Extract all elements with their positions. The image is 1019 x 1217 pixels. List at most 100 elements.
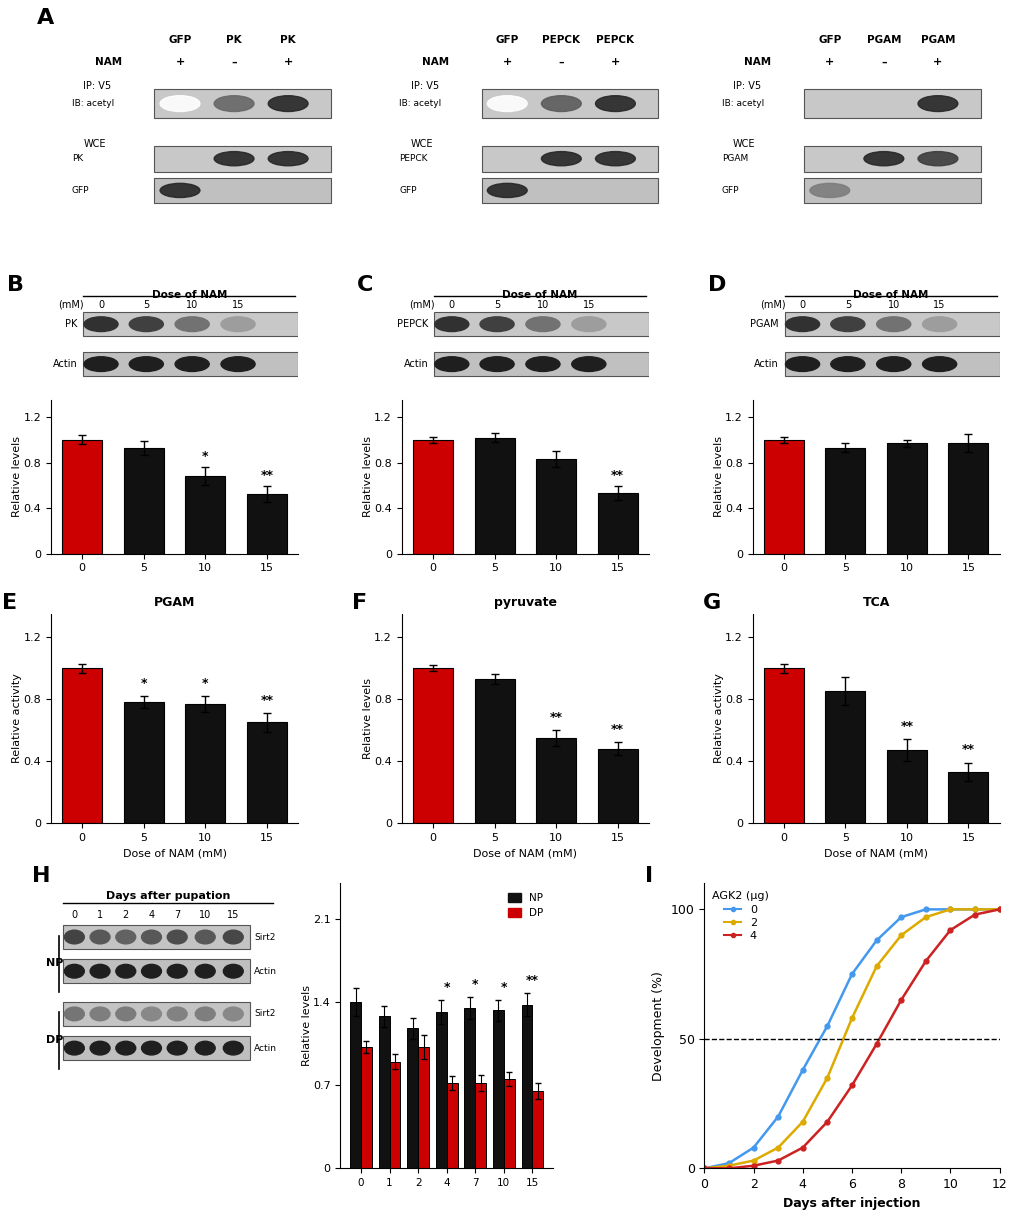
Ellipse shape [921,316,956,331]
Legend: 0, 2, 4: 0, 2, 4 [709,890,770,943]
Text: 15: 15 [932,299,945,309]
Bar [763,439,803,554]
Ellipse shape [116,964,136,978]
Text: IP: V5: IP: V5 [733,82,760,91]
Text: IB: acetyl: IB: acetyl [721,99,763,108]
Text: *: * [202,677,208,690]
Y-axis label: Relative levels: Relative levels [713,437,723,517]
Ellipse shape [863,152,903,166]
Text: (mM): (mM) [759,299,785,309]
FancyBboxPatch shape [434,312,648,336]
FancyBboxPatch shape [481,89,657,118]
Bar [446,1083,458,1168]
Ellipse shape [480,357,514,371]
Ellipse shape [917,152,957,166]
Text: Actin: Actin [753,359,779,369]
Text: PK: PK [226,34,242,45]
Text: 10: 10 [887,299,899,309]
Y-axis label: Relative activity: Relative activity [713,673,723,763]
Text: Actin: Actin [53,359,77,369]
Ellipse shape [195,1008,215,1021]
Text: 7: 7 [174,910,180,920]
FancyBboxPatch shape [803,178,979,203]
Ellipse shape [487,96,527,112]
Bar [350,1002,361,1168]
Ellipse shape [116,1042,136,1055]
Ellipse shape [223,1008,243,1021]
Ellipse shape [268,96,308,112]
Y-axis label: Relative activity: Relative activity [12,673,22,763]
FancyBboxPatch shape [154,146,330,172]
FancyBboxPatch shape [434,352,648,376]
Bar [475,1083,486,1168]
Text: IB: acetyl: IB: acetyl [398,99,441,108]
Text: I: I [645,867,653,886]
Text: *: * [141,677,147,690]
Ellipse shape [167,964,186,978]
Bar [536,738,576,823]
Bar [62,668,102,823]
Text: **: ** [526,974,538,987]
Text: 5: 5 [844,299,850,309]
Text: +: + [283,57,292,67]
Text: WCE: WCE [410,139,433,148]
Y-axis label: Relative levels: Relative levels [363,437,373,517]
Text: Actin: Actin [254,966,277,976]
Text: GFP: GFP [721,186,739,195]
Bar [123,448,164,554]
Text: PK: PK [71,155,83,163]
Ellipse shape [84,316,118,331]
Ellipse shape [129,357,163,371]
Ellipse shape [175,316,209,331]
Legend: NP, DP: NP, DP [503,888,547,922]
Text: F: F [352,593,367,613]
Ellipse shape [480,316,514,331]
Bar [597,493,637,554]
X-axis label: Dose of NAM (mM): Dose of NAM (mM) [122,848,226,858]
Bar [492,1010,503,1168]
Text: DP: DP [46,1036,63,1045]
Bar [521,1004,532,1168]
Ellipse shape [875,316,910,331]
Bar [503,1079,515,1168]
Text: WCE: WCE [733,139,755,148]
Bar [247,494,286,554]
Ellipse shape [195,930,215,944]
FancyBboxPatch shape [785,312,999,336]
Text: *: * [443,981,449,994]
Text: PEPCK: PEPCK [398,155,427,163]
Text: **: ** [260,694,273,707]
Text: 5: 5 [493,299,499,309]
Ellipse shape [142,930,161,944]
Ellipse shape [541,96,581,112]
Title: pyruvate: pyruvate [493,596,556,608]
Text: Dose of NAM: Dose of NAM [852,290,927,301]
Ellipse shape [167,930,186,944]
Ellipse shape [221,357,255,371]
Text: NAM: NAM [744,57,770,67]
Ellipse shape [487,184,527,197]
Text: NAM: NAM [95,57,121,67]
Ellipse shape [917,96,957,112]
Ellipse shape [921,357,956,371]
FancyBboxPatch shape [62,959,250,983]
Text: *: * [472,978,478,992]
FancyBboxPatch shape [803,89,979,118]
Ellipse shape [116,930,136,944]
Ellipse shape [160,96,200,112]
Text: **: ** [549,711,562,724]
Text: +: + [932,57,942,67]
FancyBboxPatch shape [154,178,330,203]
Text: *: * [500,981,506,994]
FancyBboxPatch shape [803,146,979,172]
Ellipse shape [830,316,864,331]
FancyBboxPatch shape [481,178,657,203]
FancyBboxPatch shape [62,1036,250,1060]
Bar [435,1011,446,1168]
Text: *: * [202,449,208,462]
Bar [948,772,987,823]
Ellipse shape [90,930,110,944]
Ellipse shape [572,316,605,331]
Bar [464,1008,475,1168]
FancyBboxPatch shape [481,146,657,172]
